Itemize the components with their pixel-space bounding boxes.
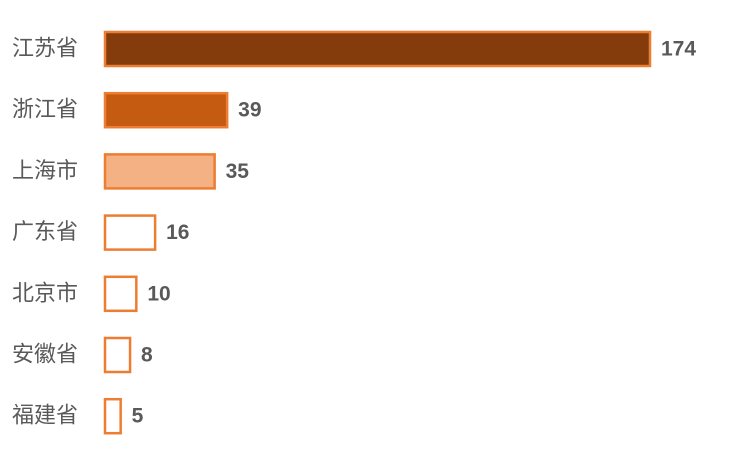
data-label: 16 — [166, 221, 189, 244]
category-label: 浙江省 — [12, 98, 78, 123]
data-label: 39 — [238, 99, 261, 122]
data-label: 5 — [132, 405, 144, 428]
data-label: 8 — [141, 344, 153, 367]
bar — [103, 91, 229, 129]
category-label: 上海市 — [12, 159, 78, 184]
bar — [103, 214, 157, 251]
category-label: 安徽省 — [12, 343, 78, 368]
data-label: 174 — [661, 38, 696, 61]
category-label: 广东省 — [12, 220, 78, 245]
category-label: 江苏省 — [12, 37, 78, 62]
bar — [103, 336, 132, 374]
bar — [103, 397, 122, 435]
category-label: 福建省 — [12, 404, 78, 429]
data-label: 10 — [147, 282, 170, 305]
bar — [103, 153, 216, 190]
bar — [103, 30, 652, 68]
category-label: 北京市 — [12, 281, 78, 306]
data-label: 35 — [226, 160, 250, 183]
bar — [103, 275, 138, 313]
